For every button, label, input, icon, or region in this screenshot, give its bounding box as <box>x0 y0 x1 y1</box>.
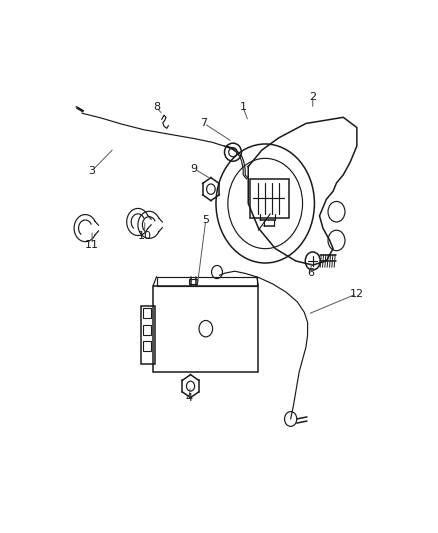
Text: 2: 2 <box>309 92 316 102</box>
Text: 1: 1 <box>240 102 247 112</box>
Bar <box>143 308 152 318</box>
Bar <box>156 277 257 286</box>
Text: 8: 8 <box>153 102 160 112</box>
Text: 6: 6 <box>307 268 314 278</box>
Text: 9: 9 <box>191 164 198 174</box>
Text: 12: 12 <box>350 289 364 299</box>
Bar <box>143 325 152 335</box>
Text: 10: 10 <box>138 231 152 241</box>
Bar <box>250 179 289 218</box>
Text: 4: 4 <box>185 393 192 403</box>
Bar <box>141 306 155 364</box>
Bar <box>189 279 197 284</box>
Text: 11: 11 <box>85 239 99 249</box>
Text: 3: 3 <box>88 166 95 176</box>
Text: 5: 5 <box>202 215 209 225</box>
Bar <box>153 286 258 372</box>
Bar <box>143 341 152 351</box>
Text: 7: 7 <box>201 118 208 128</box>
